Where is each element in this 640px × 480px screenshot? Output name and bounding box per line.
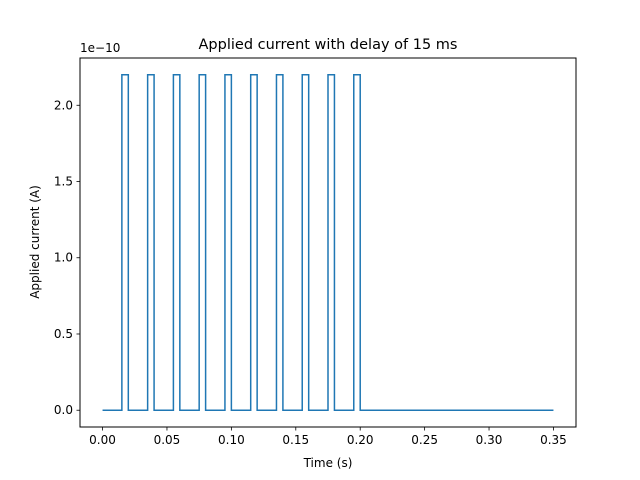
x-tick-label: 0.10 [218, 433, 245, 447]
x-tick-label: 0.05 [154, 433, 181, 447]
x-tick-label: 0.20 [347, 433, 374, 447]
y-offset-label: 1e−10 [80, 41, 120, 55]
axes-frame [79, 57, 577, 428]
x-tick-label: 0.25 [411, 433, 438, 447]
y-tick-label: 1.5 [54, 175, 73, 189]
x-axis: 0.00 0.05 0.10 0.15 0.20 0.25 0.30 0.35 [89, 427, 567, 447]
x-tick-label: 0.00 [89, 433, 116, 447]
y-tick-label: 1.0 [54, 251, 73, 265]
plot-area [102, 74, 554, 411]
y-tick-label: 2.0 [54, 98, 73, 112]
y-axis-label: Applied current (A) [28, 185, 42, 299]
x-tick-label: 0.35 [540, 433, 567, 447]
x-tick-label: 0.30 [476, 433, 503, 447]
y-axis: 0.0 0.5 1.0 1.5 2.0 [54, 98, 80, 417]
chart-title: Applied current with delay of 15 ms [199, 37, 458, 53]
y-tick-label: 0.0 [54, 403, 73, 417]
x-tick-label: 0.15 [282, 433, 309, 447]
x-axis-label: Time (s) [303, 456, 353, 470]
series-line-0 [102, 74, 554, 411]
y-tick-label: 0.5 [54, 327, 73, 341]
